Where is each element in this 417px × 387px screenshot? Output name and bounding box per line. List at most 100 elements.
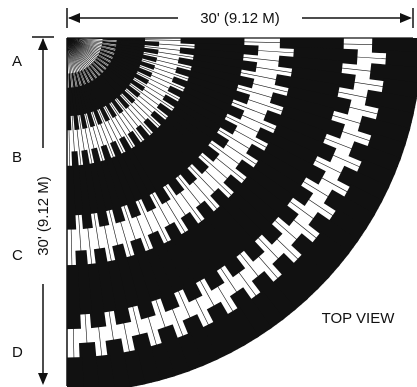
detection-zone-band-2 bbox=[119, 136, 157, 196]
detection-zone-band-2 bbox=[167, 85, 229, 121]
detection-zone-band-4 bbox=[369, 63, 417, 86]
detection-zone-band-1 bbox=[116, 40, 160, 47]
detection-zone-band-2 bbox=[186, 75, 251, 105]
detection-zone-band-2 bbox=[120, 151, 157, 213]
horizontal-dimension: 30' (9.12 M) bbox=[66, 8, 414, 28]
detection-zone-band-4 bbox=[375, 105, 414, 132]
detection-zone-band-4 bbox=[327, 208, 368, 243]
detection-zone-band-1 bbox=[104, 68, 141, 98]
detection-zone-band-3 bbox=[195, 200, 246, 259]
detection-zone-band-1 bbox=[114, 48, 158, 63]
detection-zone-band-1 bbox=[67, 87, 72, 131]
detection-zone-band-2 bbox=[150, 110, 204, 159]
detection-zone-band-2 bbox=[190, 65, 255, 89]
detection-zone-band-4 bbox=[271, 272, 308, 311]
detection-zone-band-1 bbox=[87, 82, 110, 122]
detection-zone-band-1 bbox=[109, 60, 150, 85]
detection-zone-band-1 bbox=[85, 67, 113, 105]
detection-zone-band-1 bbox=[100, 47, 143, 62]
detection-zone-band-1 bbox=[98, 52, 138, 75]
detection-zone-band-4 bbox=[79, 342, 100, 387]
detection-zone-band-3 bbox=[105, 259, 132, 325]
detection-zone-band-3 bbox=[210, 188, 264, 243]
detection-zone-band-1 bbox=[91, 79, 117, 119]
horizontal-dimension-label: 30' (9.12 M) bbox=[200, 10, 280, 27]
detection-zone-band-3 bbox=[143, 247, 180, 312]
detection-zone-band-1 bbox=[74, 72, 88, 115]
detection-zone-band-2 bbox=[139, 139, 185, 196]
detection-zone-band-2 bbox=[81, 149, 99, 215]
detection-zone-band-1 bbox=[98, 74, 130, 109]
detection-zone-band-1 bbox=[95, 58, 132, 86]
detection-zone-band-2 bbox=[100, 144, 129, 208]
detection-zone-band-1 bbox=[71, 87, 80, 130]
detection-zone-band-4 bbox=[310, 231, 350, 268]
detection-zone-band-4 bbox=[337, 165, 390, 204]
detection-zone-band-4 bbox=[348, 141, 402, 176]
detection-zone-band-1 bbox=[99, 50, 141, 69]
detection-zone-band-4 bbox=[131, 332, 161, 385]
detection-zone-band-4 bbox=[272, 252, 320, 301]
detection-zone-band-1 bbox=[83, 68, 107, 108]
detection-zone-band-1 bbox=[112, 56, 153, 78]
detection-zone-band-2 bbox=[77, 164, 93, 229]
detection-zone-band-4 bbox=[364, 89, 417, 117]
detection-zone-band-2 bbox=[177, 57, 242, 78]
detection-zone-band-3 bbox=[269, 92, 335, 123]
detection-zone-band-3 bbox=[286, 86, 352, 115]
detection-zone-band-4 bbox=[225, 306, 259, 347]
detection-zone-band-3 bbox=[112, 243, 140, 309]
detection-zone-band-4 bbox=[343, 184, 383, 217]
detection-zone-band-1 bbox=[115, 44, 159, 55]
detection-zone-band-4 bbox=[93, 354, 115, 387]
detection-zone-band-2 bbox=[143, 118, 194, 170]
detection-zone-band-3 bbox=[235, 159, 295, 208]
zone-label-a: A bbox=[12, 53, 22, 70]
detection-zone-band-4 bbox=[323, 189, 376, 230]
detection-zone-band-2 bbox=[192, 54, 258, 73]
detection-zone-band-1 bbox=[71, 72, 81, 116]
detection-zone-band-2 bbox=[171, 76, 235, 107]
detection-zone-band-3 bbox=[240, 175, 299, 227]
detection-zone-band-3 bbox=[75, 250, 93, 315]
detection-zone-band-1 bbox=[83, 83, 103, 125]
detection-zone-band-4 bbox=[229, 287, 272, 339]
detection-zone-band-3 bbox=[252, 159, 314, 206]
detection-zone-band-3 bbox=[147, 230, 186, 295]
detection-zone-band-4 bbox=[251, 271, 297, 321]
detection-zone-band-2 bbox=[175, 66, 239, 93]
detection-zone-band-3 bbox=[67, 264, 81, 330]
detection-zone-band-1 bbox=[88, 65, 118, 101]
detection-zone-band-3 bbox=[179, 229, 225, 291]
detection-zone-band-4 bbox=[175, 332, 205, 373]
zone-label-c: C bbox=[12, 247, 23, 264]
detection-zone-band-3 bbox=[223, 174, 280, 226]
detection-zone-band-1 bbox=[96, 55, 135, 81]
detection-zone-band-2 bbox=[88, 162, 110, 227]
detection-zone-band-4 bbox=[308, 212, 359, 256]
detection-zone-band-2 bbox=[164, 115, 220, 162]
detection-zone-band-2 bbox=[127, 130, 170, 189]
detection-zone-band-1 bbox=[90, 63, 123, 96]
detection-zone-band-3 bbox=[162, 239, 203, 303]
detection-zone-band-3 bbox=[274, 74, 340, 100]
detection-zone-band-3 bbox=[278, 55, 343, 76]
detection-zone-band-4 bbox=[67, 357, 84, 387]
detection-zone-band-2 bbox=[179, 47, 244, 62]
detection-zone-band-1 bbox=[93, 60, 127, 91]
detection-zone-band-2 bbox=[148, 131, 198, 186]
detection-zone-band-2 bbox=[171, 106, 230, 149]
detection-zone-band-2 bbox=[91, 147, 114, 212]
zone-label-d: D bbox=[12, 344, 23, 361]
top-view-label: TOP VIEW bbox=[322, 310, 396, 327]
detection-zone-band-3 bbox=[196, 217, 246, 278]
detection-zone-band-3 bbox=[93, 247, 117, 313]
detection-zone-band-3 bbox=[164, 222, 207, 285]
detection-zone-band-2 bbox=[182, 86, 245, 120]
detection-zone-band-4 bbox=[357, 115, 411, 147]
detection-zone-band-1 bbox=[113, 52, 156, 70]
detection-zone-band-3 bbox=[212, 204, 265, 262]
detection-zone-band-2 bbox=[135, 124, 182, 180]
detection-zone-band-2 bbox=[67, 165, 77, 230]
